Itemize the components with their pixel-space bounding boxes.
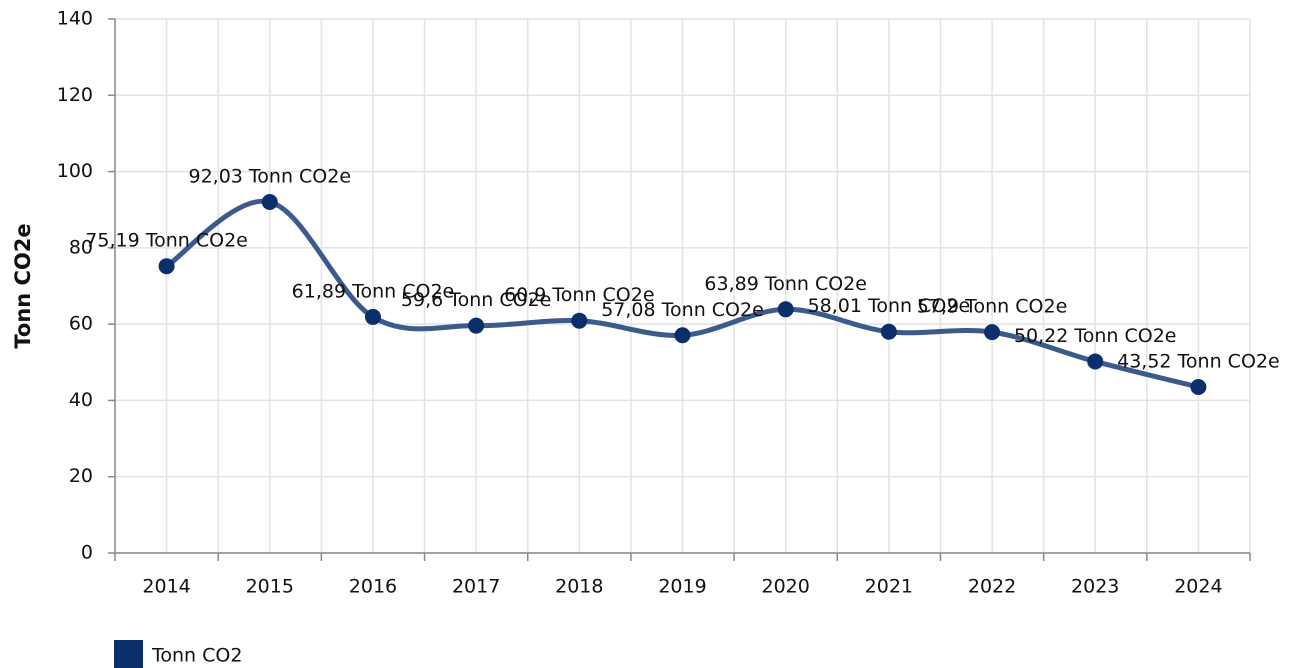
point xyxy=(674,327,691,344)
point xyxy=(880,323,897,340)
data-label: 57,9 Tonn CO2e xyxy=(917,296,1067,318)
x-tick-label: 2021 xyxy=(865,576,913,598)
x-tick-label: 2015 xyxy=(246,576,294,598)
data-label: 75,19 Tonn CO2e xyxy=(85,230,248,252)
y-tick-label: 100 xyxy=(57,160,93,182)
y-tick-label: 20 xyxy=(69,465,93,487)
data-label: 59,6 Tonn CO2e xyxy=(401,289,551,311)
x-tick-label: 2022 xyxy=(968,576,1016,598)
x-tick-label: 2020 xyxy=(762,576,810,598)
point xyxy=(571,312,588,329)
y-tick-label: 40 xyxy=(69,389,93,411)
point xyxy=(777,301,794,318)
data-label: 50,22 Tonn CO2e xyxy=(1014,325,1177,347)
data-label: 58,01 Tonn CO2e xyxy=(808,295,971,317)
legend-label: Tonn CO2 xyxy=(151,645,242,667)
point xyxy=(261,193,278,210)
x-tick-label: 2014 xyxy=(142,576,190,598)
x-tick-label: 2023 xyxy=(1071,576,1119,598)
data-label: 92,03 Tonn CO2e xyxy=(188,165,351,187)
y-axis-label: Tonn CO2e xyxy=(11,223,35,348)
x-tick-label: 2017 xyxy=(452,576,500,598)
point xyxy=(984,324,1001,341)
point xyxy=(364,308,381,325)
point xyxy=(158,258,175,275)
data-label: 63,89 Tonn CO2e xyxy=(704,273,867,295)
point xyxy=(1190,379,1207,396)
x-tick-label: 2018 xyxy=(555,576,603,598)
x-tick-label: 2024 xyxy=(1174,576,1222,598)
data-label: 57,08 Tonn CO2e xyxy=(601,299,764,321)
y-tick-label: 80 xyxy=(69,236,93,258)
point xyxy=(1087,353,1104,370)
y-tick-label: 0 xyxy=(81,542,93,564)
y-tick-label: 120 xyxy=(57,84,93,106)
data-label: 43,52 Tonn CO2e xyxy=(1117,351,1280,373)
y-tick-label: 140 xyxy=(57,8,93,30)
x-tick-label: 2016 xyxy=(349,576,397,598)
data-label: 61,89 Tonn CO2e xyxy=(292,280,455,302)
x-tick-label: 2019 xyxy=(658,576,706,598)
data-label: 60,9 Tonn CO2e xyxy=(504,284,654,306)
point xyxy=(468,317,485,334)
y-tick-label: 60 xyxy=(69,313,93,335)
legend-swatch xyxy=(114,640,143,668)
